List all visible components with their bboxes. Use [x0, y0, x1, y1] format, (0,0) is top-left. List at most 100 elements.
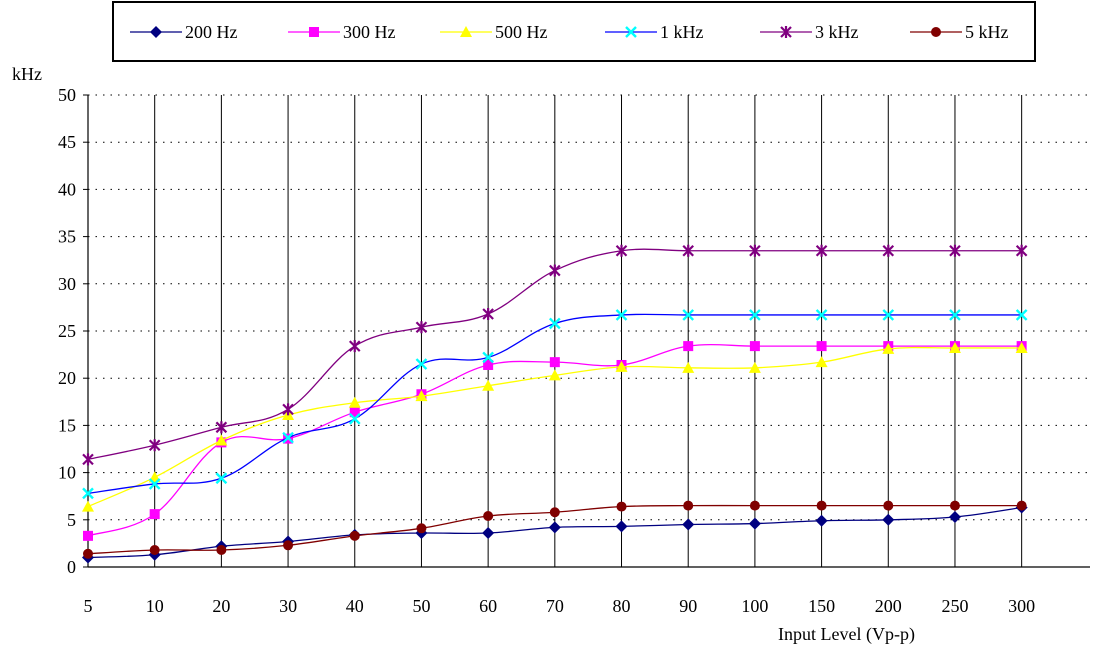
marker-stroke: [215, 472, 228, 485]
series-3-khz: [82, 244, 1028, 466]
data-point: [882, 342, 895, 354]
legend: 200 Hz 300 Hz 500 Hz 1 kHz 3 kHz 5 kHz: [112, 1, 1036, 62]
data-point: [749, 341, 760, 352]
data-point: [415, 390, 428, 402]
x-tick-label: 300: [1008, 596, 1035, 616]
y-tick-label: 30: [58, 274, 76, 294]
data-point: [616, 501, 627, 512]
x-tick-label: 80: [613, 596, 631, 616]
data-point: [482, 308, 494, 321]
legend-label: 200 Hz: [185, 22, 238, 42]
data-point: [882, 244, 895, 257]
data-point: [748, 517, 761, 530]
data-point: [682, 309, 695, 321]
legend-marker: [309, 27, 319, 37]
data-point: [816, 341, 827, 352]
data-point: [148, 478, 161, 490]
data-point: [215, 421, 228, 434]
data-point: [1015, 244, 1028, 257]
legend-label: 3 kHz: [815, 22, 859, 42]
legend-entry-3-khz: 3 kHz: [760, 22, 859, 42]
data-point: [749, 500, 760, 511]
data-point: [815, 514, 828, 527]
marker-stroke: [148, 478, 161, 490]
data-point: [549, 507, 560, 518]
data-point: [682, 361, 695, 373]
data-point: [482, 351, 494, 364]
data-point: [83, 548, 93, 559]
data-point: [882, 309, 895, 321]
legend-label: 300 Hz: [343, 22, 396, 42]
data-point: [548, 317, 561, 330]
y-tick-label: 5: [67, 510, 76, 530]
series-1-khz: [82, 309, 1028, 500]
data-point: [615, 244, 628, 257]
marker-stroke: [815, 309, 828, 321]
y-tick-label: 25: [58, 321, 76, 341]
legend-entry-500-hz: 500 Hz: [440, 22, 548, 42]
data-point: [615, 309, 628, 321]
legend-label: 5 kHz: [965, 22, 1009, 42]
x-tick-label: 5: [84, 596, 93, 616]
data-point: [482, 527, 495, 540]
y-axis-label: kHz: [12, 64, 42, 84]
marker-stroke: [625, 26, 637, 38]
x-tick-label: 90: [679, 596, 697, 616]
data-point: [549, 357, 560, 368]
x-tick-label: 100: [741, 596, 768, 616]
marker-stroke: [749, 309, 761, 321]
x-tick-label: 70: [546, 596, 564, 616]
data-point: [215, 472, 228, 485]
marker-stroke: [949, 309, 961, 321]
legend-label: 1 kHz: [660, 22, 704, 42]
data-point: [1015, 309, 1028, 321]
marker-stroke: [82, 487, 94, 500]
data-point: [348, 340, 361, 353]
data-point: [948, 510, 961, 523]
data-point: [748, 361, 761, 373]
marker-stroke: [548, 317, 561, 330]
data-point: [615, 360, 628, 372]
data-point: [548, 521, 561, 534]
data-point: [149, 545, 160, 556]
legend-box: [112, 1, 1036, 62]
y-tick-label: 50: [58, 85, 76, 105]
legend-marker: [150, 26, 162, 38]
marker-stroke: [348, 412, 361, 425]
legend-label: 500 Hz: [495, 22, 548, 42]
y-tick-label: 40: [58, 179, 76, 199]
data-point: [149, 509, 160, 520]
data-point: [82, 453, 94, 466]
y-tick-label: 10: [58, 463, 76, 483]
series-5-khz: [83, 500, 1027, 559]
data-point: [349, 407, 360, 418]
marker-stroke: [482, 351, 494, 364]
y-tick-label: 35: [58, 227, 76, 247]
data-point: [882, 513, 895, 526]
data-point: [815, 244, 828, 257]
y-tick-label: 20: [58, 368, 76, 388]
x-tick-label: 40: [346, 596, 364, 616]
data-point: [683, 341, 694, 352]
data-point: [82, 500, 94, 512]
data-point: [949, 309, 961, 321]
data-point: [148, 439, 161, 452]
data-point: [548, 369, 561, 381]
legend-entry-200-hz: 200 Hz: [130, 22, 238, 42]
data-point: [83, 530, 93, 541]
data-point: [1015, 341, 1028, 353]
data-point: [615, 520, 628, 533]
data-point: [1016, 500, 1027, 511]
x-axis-label: Input Level (Vp-p): [778, 624, 915, 645]
y-tick-label: 45: [58, 132, 76, 152]
data-point: [749, 309, 761, 321]
data-point: [483, 511, 494, 522]
marker-stroke: [882, 309, 895, 321]
legend-marker: [625, 26, 637, 38]
legend-entry-5-khz: 5 kHz: [910, 22, 1009, 42]
data-point: [349, 530, 360, 541]
data-point: [215, 434, 228, 446]
data-point: [282, 431, 294, 444]
data-point: [283, 540, 294, 551]
